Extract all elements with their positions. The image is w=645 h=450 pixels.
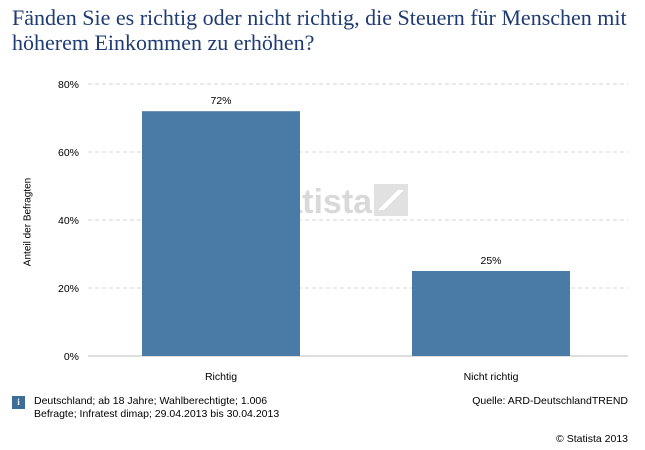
data-label: 72% xyxy=(210,95,231,107)
y-tick-label: 0% xyxy=(64,351,79,363)
y-tick-labels: 0% 20% 40% 60% 80% xyxy=(58,79,79,363)
bars xyxy=(142,111,570,356)
bar xyxy=(142,111,300,356)
bar xyxy=(412,271,570,356)
source-text: Quelle: ARD-DeutschlandTREND xyxy=(472,395,628,407)
y-tick-label: 40% xyxy=(58,215,79,227)
y-tick-label: 60% xyxy=(58,147,79,159)
y-tick-label: 80% xyxy=(58,79,79,91)
survey-note: Deutschland; ab 18 Jahre; Wahlberechtigt… xyxy=(34,395,280,420)
copyright-text: © Statista 2013 xyxy=(556,433,628,445)
y-tick-label: 20% xyxy=(58,283,79,295)
x-tick-labels: Richtig Nicht richtig xyxy=(205,371,519,383)
info-icon[interactable]: i xyxy=(12,396,25,409)
x-tick-label: Nicht richtig xyxy=(464,371,519,383)
data-label: 25% xyxy=(480,255,501,267)
y-axis-label: Anteil der Befragten xyxy=(22,177,34,267)
data-labels: 72% 25% xyxy=(210,95,501,267)
chart-title: Fänden Sie es richtig oder nicht richtig… xyxy=(12,5,627,55)
x-tick-label: Richtig xyxy=(205,371,237,383)
bar-chart: statista 0%20%40%60%80% Richtig Nicht ric… xyxy=(58,79,628,383)
